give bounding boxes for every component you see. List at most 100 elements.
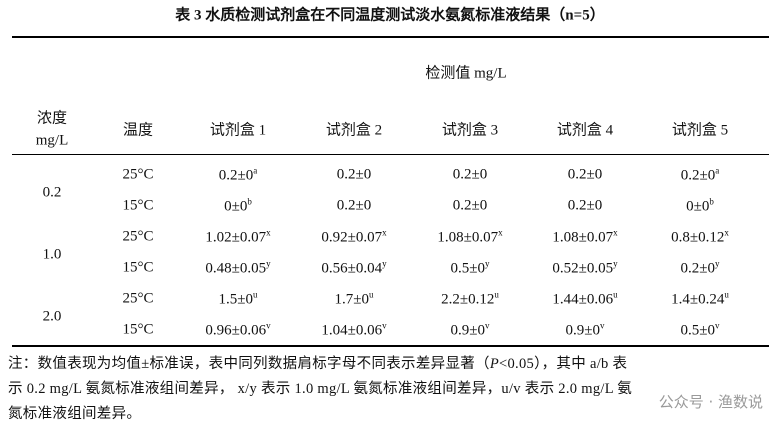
value-cell: 0.2±0a: [219, 166, 257, 185]
value-cell: 0.52±0.05y: [552, 259, 617, 278]
value: 1.5±0: [218, 291, 253, 308]
value: 1.04±0.06: [321, 322, 383, 339]
top-rule: [12, 36, 769, 38]
value-cell: 0.2±0: [568, 198, 602, 215]
superscript: y: [382, 258, 387, 269]
value-cell: 0.2±0: [453, 198, 487, 215]
superscript: y: [714, 258, 720, 269]
value: 1.08±0.07: [552, 229, 614, 246]
value-cell: 1.7±0u: [335, 290, 374, 309]
value-cell: 0.9±0v: [451, 321, 490, 340]
value: 0±0: [224, 198, 248, 215]
value-cell: 0±0b: [686, 197, 714, 216]
kit-header: 试剂盒 2: [325, 122, 383, 139]
note-text: P: [489, 356, 500, 372]
note-text: 示 0.2 mg/L 氨氮标准液组间差异， x/y 表示 1.0 mg/L 氨氮…: [8, 381, 633, 397]
value-cell: 0.2±0: [453, 167, 487, 184]
value-cell: 1.08±0.07x: [552, 228, 617, 247]
value: 0.48±0.05: [205, 260, 267, 277]
superscript: y: [484, 258, 490, 269]
value-cell: 0.8±0.12x: [671, 228, 729, 247]
value: 0.2±0: [680, 260, 715, 277]
value: 0.2±0: [218, 167, 254, 184]
superscript: y: [266, 258, 271, 269]
value: 0.5±0: [680, 322, 715, 339]
value: 0.2±0: [567, 166, 603, 183]
kit-header: 试剂盒 3: [441, 122, 499, 139]
value: 1.08±0.07: [437, 229, 499, 246]
watermark: 公众号 · 渔数说: [658, 393, 763, 411]
value: 0.2±0: [336, 166, 372, 183]
note-text: 氮标准液组间差异。: [8, 406, 142, 422]
value-cell: 0.2±0: [337, 167, 371, 184]
value: 1.02±0.07: [205, 229, 267, 246]
superscript: v: [382, 320, 387, 331]
group-header: 检测值 mg/L: [425, 65, 507, 82]
value: 0.56±0.04: [321, 260, 383, 277]
superscript: y: [613, 258, 618, 269]
superscript: x: [613, 227, 618, 238]
value: 0.9±0: [450, 322, 485, 339]
note-text: 注：数值表现为均值±标准误，表中同列数据肩标字母不同表示差异显著（: [8, 356, 490, 372]
temp-cell: 25°C: [122, 290, 154, 307]
value-cell: 0±0b: [224, 197, 252, 216]
superscript: u: [613, 289, 618, 300]
superscript: u: [724, 289, 729, 300]
superscript: v: [714, 320, 720, 331]
bottom-rule: [12, 345, 769, 347]
value-cell: 1.02±0.07x: [205, 228, 270, 247]
value-cell: 0.2±0: [568, 167, 602, 184]
value-cell: 0.48±0.05y: [205, 259, 270, 278]
value: 0.9±0: [565, 322, 600, 339]
kit-header: 试剂盒 4: [556, 122, 614, 139]
note-line: 注：数值表现为均值±标准误，表中同列数据肩标字母不同表示差异显著（P<0.05）…: [8, 352, 627, 373]
value-cell: 2.2±0.12u: [441, 290, 499, 309]
conc-cell: 1.0: [42, 246, 62, 262]
value-cell: 0.2±0: [337, 198, 371, 215]
conc-header: 浓度: [36, 110, 68, 127]
kit-header: 试剂盒 5: [671, 122, 729, 139]
value-cell: 0.5±0y: [451, 259, 490, 278]
superscript: u: [368, 289, 374, 300]
value: 0.2±0: [567, 197, 603, 214]
value: 1.44±0.06: [552, 291, 614, 308]
superscript: b: [709, 196, 714, 207]
value: 0±0: [686, 198, 710, 215]
temp-header: 温度: [122, 122, 154, 139]
value-cell: 0.2±0y: [681, 259, 720, 278]
value: 1.7±0: [334, 291, 369, 308]
value-cell: 0.9±0v: [566, 321, 605, 340]
value: 0.2±0: [680, 167, 716, 184]
superscript: x: [724, 227, 729, 238]
header-rule: [12, 154, 769, 155]
superscript: v: [484, 320, 490, 331]
superscript: a: [253, 165, 258, 176]
superscript: x: [498, 227, 503, 238]
conc-header: mg/L: [35, 132, 69, 149]
superscript: v: [599, 320, 605, 331]
value-cell: 0.2±0a: [681, 166, 719, 185]
value-cell: 0.5±0v: [681, 321, 720, 340]
value: 0.2±0: [452, 166, 488, 183]
temp-cell: 15°C: [122, 259, 154, 276]
conc-cell: 2.0: [42, 308, 62, 324]
table-title: 表 3 水质检测试剂盒在不同温度测试淡水氨氮标准液结果（n=5）: [175, 7, 605, 24]
value-cell: 0.96±0.06v: [205, 321, 270, 340]
value: 0.2±0: [452, 197, 488, 214]
kit-header: 试剂盒 1: [209, 122, 267, 139]
superscript: u: [494, 289, 499, 300]
value-cell: 1.44±0.06u: [552, 290, 617, 309]
value-cell: 0.92±0.07x: [321, 228, 386, 247]
value: 0.52±0.05: [552, 260, 614, 277]
value-cell: 1.4±0.24u: [671, 290, 729, 309]
value-cell: 1.04±0.06v: [321, 321, 386, 340]
value-cell: 0.56±0.04y: [321, 259, 386, 278]
note-line: 氮标准液组间差异。: [8, 402, 141, 423]
superscript: x: [266, 227, 271, 238]
superscript: b: [247, 196, 252, 207]
superscript: u: [252, 289, 258, 300]
value: 1.4±0.24: [671, 291, 725, 308]
temp-cell: 15°C: [122, 321, 154, 338]
value: 0.2±0: [336, 197, 372, 214]
